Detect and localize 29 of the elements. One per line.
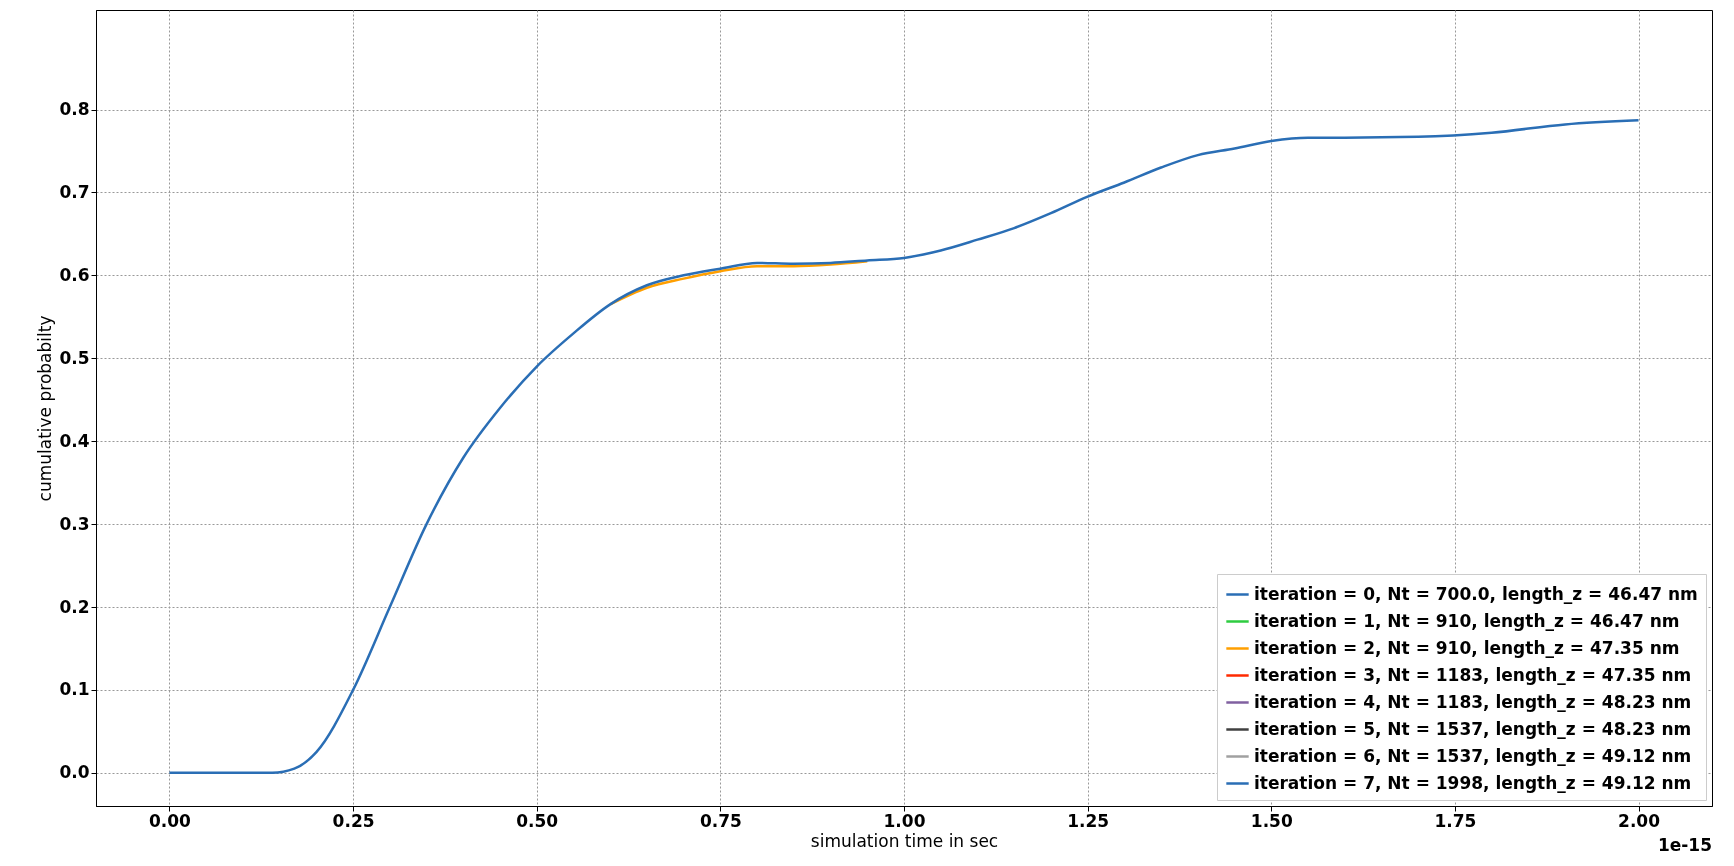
y-tick-label: 0.6 xyxy=(59,264,90,285)
legend-label: iteration = 5, Nt = 1537, length_z = 48.23 nm xyxy=(1254,718,1692,739)
y-tick-label: 0.4 xyxy=(59,430,90,451)
x-axis-title: simulation time in sec xyxy=(810,830,999,851)
y-tick-label: 0.1 xyxy=(59,679,90,700)
x-tick-label: 1.50 xyxy=(1250,810,1293,831)
y-axis-title: cumulative probabilty xyxy=(35,315,56,502)
x-tick-label: 2.00 xyxy=(1618,810,1661,831)
x-tick-label: 0.75 xyxy=(699,810,742,831)
x-tick-label: 1.25 xyxy=(1067,810,1110,831)
legend-label: iteration = 2, Nt = 910, length_z = 47.35 nm xyxy=(1254,637,1680,658)
legend-label: iteration = 1, Nt = 910, length_z = 46.47 nm xyxy=(1254,610,1680,631)
x-tick-label: 1.00 xyxy=(883,810,926,831)
text: 1e-15 xyxy=(1657,835,1712,855)
x-tick-label: 0.25 xyxy=(332,810,375,831)
legend-label: iteration = 6, Nt = 1537, length_z = 49.12 nm xyxy=(1254,745,1692,766)
legend-label: iteration = 3, Nt = 1183, length_z = 47.35 nm xyxy=(1254,664,1692,685)
y-tick-label: 0.7 xyxy=(59,181,90,202)
y-tick-label: 0.5 xyxy=(59,347,90,368)
y-tick-label: 0.8 xyxy=(59,99,90,119)
legend-label: iteration = 7, Nt = 1998, length_z = 49.12 nm xyxy=(1254,772,1692,793)
x-tick-label: 1.75 xyxy=(1434,810,1477,831)
y-tick-label: 0.3 xyxy=(59,513,90,534)
x-tick-label: 0.00 xyxy=(148,810,192,831)
legend-label: iteration = 4, Nt = 1183, length_z = 48.23 nm xyxy=(1254,691,1692,712)
x-tick-label: 0.50 xyxy=(516,810,559,831)
legend-label: iteration = 0, Nt = 700.0, length_z = 46.47 nm xyxy=(1254,583,1698,604)
y-tick-label: 0.0 xyxy=(59,762,90,783)
y-tick-label: 0.2 xyxy=(59,596,90,617)
